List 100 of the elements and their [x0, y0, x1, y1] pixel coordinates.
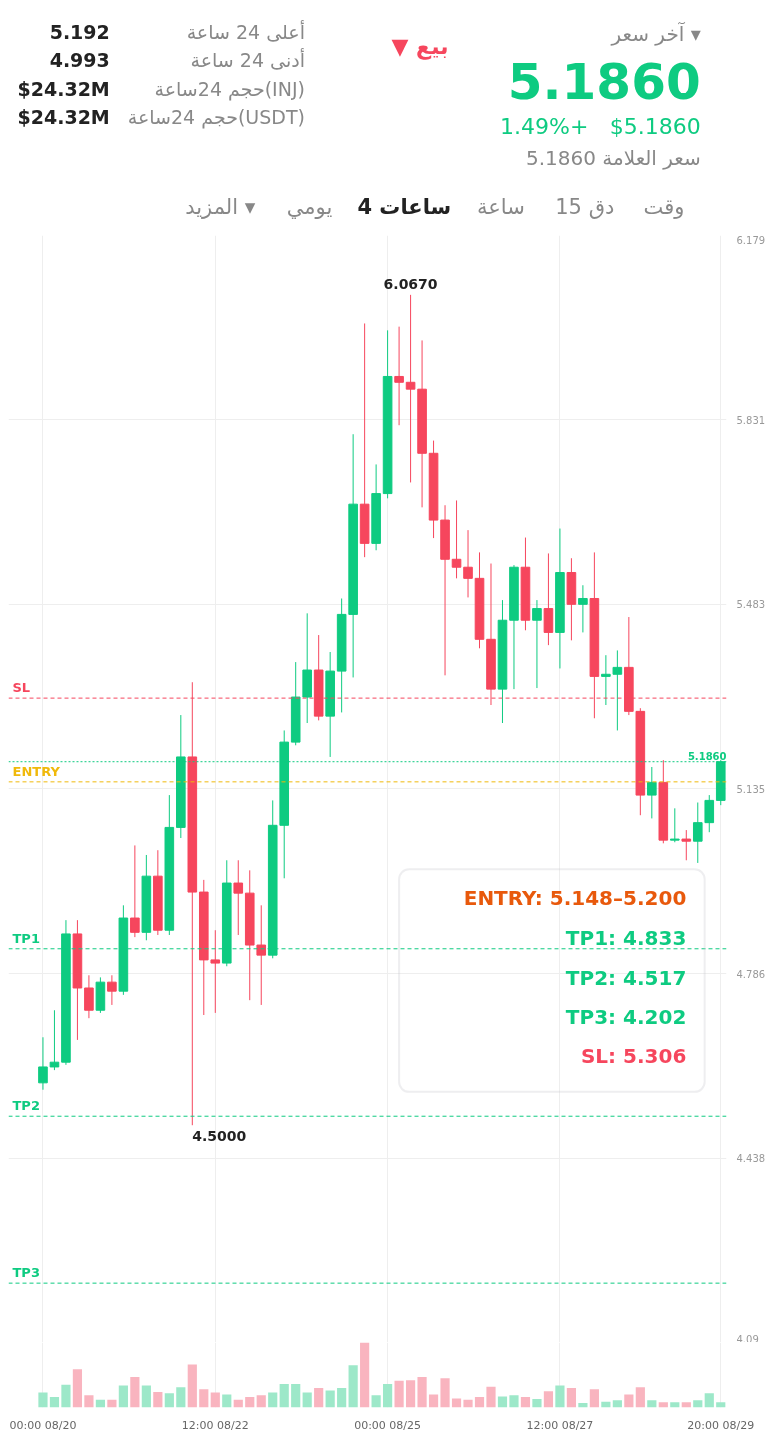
candlestick	[532, 599, 542, 689]
candlestick	[256, 904, 267, 1006]
ref-line-label: TP3	[12, 1265, 40, 1281]
candlestick	[84, 974, 94, 1019]
text: 4.993	[49, 48, 110, 71]
bar	[302, 1392, 312, 1408]
x-tick-label: 00:00 08/20	[9, 1418, 77, 1432]
bar	[474, 1397, 485, 1408]
ref-line-label: TP1	[12, 930, 40, 946]
annotation: ENTRY: 5.148–5.200	[463, 885, 687, 910]
text: $24.32M	[17, 105, 110, 128]
bar	[509, 1395, 519, 1408]
bar	[520, 1397, 531, 1408]
bar	[245, 1397, 255, 1408]
bar	[440, 1378, 450, 1408]
candlestick	[612, 649, 623, 731]
ref-line-label: ENTRY	[12, 763, 61, 779]
bar	[164, 1393, 174, 1408]
text: ▼ بيع	[391, 34, 449, 60]
bar	[658, 1402, 668, 1408]
candlestick	[543, 552, 554, 646]
text: ساعة	[477, 194, 525, 219]
bar	[463, 1399, 473, 1408]
candlestick	[210, 929, 221, 1014]
candlestick	[394, 326, 404, 426]
text: يومي	[286, 194, 333, 219]
text: 1.49%+	[500, 114, 589, 139]
bar	[118, 1385, 128, 1408]
bar	[153, 1391, 163, 1408]
bar	[497, 1396, 508, 1408]
bar	[130, 1376, 140, 1408]
bar	[383, 1384, 393, 1408]
text: آخر سعر ▾	[610, 20, 701, 46]
bar	[670, 1402, 680, 1408]
candlestick	[38, 1036, 48, 1091]
bar	[394, 1380, 404, 1408]
bar	[222, 1394, 232, 1408]
text: 5.192	[49, 20, 110, 43]
bar	[360, 1342, 370, 1408]
candlestick	[107, 974, 117, 1006]
annotation: 6.0670	[383, 275, 438, 292]
bar	[486, 1386, 496, 1408]
bar	[417, 1376, 427, 1408]
annotation: TP2: 4.517	[565, 965, 687, 990]
candlestick	[405, 294, 416, 483]
text: $24.32M	[17, 77, 110, 100]
candlestick	[578, 584, 588, 633]
candlestick	[681, 829, 692, 861]
bar	[61, 1384, 71, 1408]
bar	[647, 1400, 657, 1408]
annotation: TP1: 4.833	[565, 925, 687, 950]
bar	[704, 1393, 714, 1408]
bar	[72, 1369, 83, 1408]
bar	[38, 1392, 48, 1408]
bar	[199, 1389, 209, 1408]
bar	[84, 1395, 94, 1408]
bar	[279, 1384, 289, 1408]
bar	[371, 1395, 381, 1408]
text: 15 دق	[555, 194, 615, 219]
bar	[337, 1388, 347, 1408]
text: 5.1860	[507, 52, 701, 111]
bar	[566, 1388, 577, 1408]
bar	[141, 1385, 151, 1408]
bar	[532, 1399, 542, 1408]
bar	[187, 1364, 197, 1408]
bar	[693, 1400, 703, 1408]
bar	[314, 1388, 324, 1408]
bar	[348, 1365, 358, 1408]
candlestick	[670, 807, 680, 843]
candlestick	[647, 766, 657, 819]
y-tick-label: 6.179	[736, 234, 766, 246]
y-tick-label: 4.438	[736, 1153, 766, 1165]
bar	[624, 1394, 634, 1408]
bar	[210, 1392, 220, 1408]
y-tick-label: 5.483	[736, 599, 766, 611]
bar	[451, 1398, 462, 1408]
bar	[176, 1387, 186, 1408]
text: 4 ساعات	[357, 194, 452, 219]
text: $5.1860	[609, 114, 701, 139]
x-tick-label: 20:00 08/29	[687, 1418, 755, 1432]
text: حجم 24ساعة(USDT)	[127, 105, 305, 129]
bar	[543, 1391, 554, 1408]
bar	[268, 1392, 278, 1408]
x-tick-label: 12:00 08/22	[181, 1418, 249, 1432]
bar	[589, 1389, 599, 1408]
text: وقت	[643, 194, 685, 219]
candlestick	[463, 529, 473, 598]
text: أعلى 24 ساعة	[186, 19, 305, 43]
bar	[405, 1380, 416, 1408]
candlestick	[49, 1009, 60, 1071]
bar	[428, 1394, 439, 1408]
y-tick-label: 4.09	[736, 1333, 759, 1345]
x-tick-label: 00:00 08/25	[354, 1418, 422, 1432]
y-tick-label: 5.135	[736, 783, 766, 795]
bar	[555, 1385, 565, 1408]
candlestick	[233, 859, 244, 936]
bar	[325, 1390, 335, 1408]
annotation: TP3: 4.202	[565, 1004, 687, 1029]
bar	[635, 1387, 645, 1408]
bar	[291, 1384, 301, 1408]
